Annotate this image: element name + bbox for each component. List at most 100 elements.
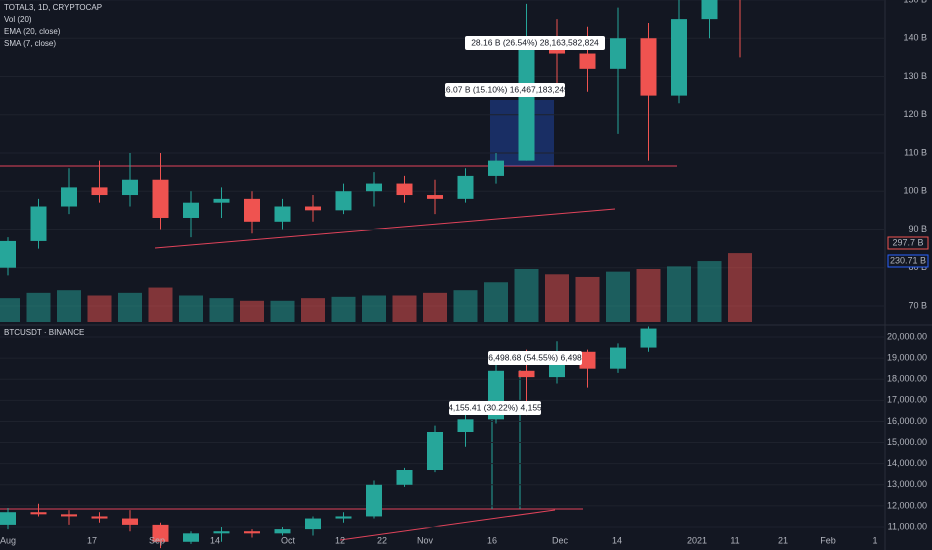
x-tick-label: 14 [612,535,622,545]
candle-body [91,187,108,196]
volume-bar [270,300,295,322]
annotation: 16.07 B (15.10%) 16,467,183,249 [441,84,569,94]
volume-bar [545,274,569,322]
candle-body [274,529,291,534]
y-tick-label: 18,000.00 [887,374,927,384]
volume-bar [362,295,386,322]
candle-body [396,183,413,196]
candle-body [0,512,16,525]
candle-body [610,38,626,69]
y-tick-label: 16,000.00 [887,416,927,426]
candle-body [91,516,108,519]
candle-body [366,183,382,192]
y-tick-label: 20,000.00 [887,331,927,341]
candle-body [457,175,474,199]
candle-body [274,206,291,222]
volume-bar [484,282,508,322]
candle-body [366,484,382,517]
x-tick-label: 12 [335,535,345,545]
candle-body [61,187,77,207]
y-tick-label: 150 B [903,0,927,4]
volume-bar [209,298,234,322]
y-tick-label: 90 B [908,224,927,234]
annotation: 4,155.41 (30.22%) 4,155 [448,402,542,412]
volume-bar [575,276,600,322]
volume-label-box [887,236,929,250]
annotation: 28.16 B (26.54%) 28,163,582,824 [471,37,599,47]
indicator: Vol (20) [4,15,32,24]
x-tick-label: 16 [487,535,497,545]
annotation: 6,498.68 (54.55%) 6,498 [488,352,582,362]
y-tick-label: 19,000.00 [887,352,927,362]
x-tick-label: Sep [149,535,165,545]
y-tick-label: 13,000.00 [887,479,927,489]
candle-body [0,240,16,268]
volume-bar [179,295,203,322]
volume-bar [148,287,173,322]
volume-bar [453,290,478,322]
volume-bar [392,295,417,322]
trend-line [154,208,616,249]
y-tick-label: 17,000.00 [887,395,927,405]
indicator: EMA (20, close) [4,27,61,36]
volume-bar [697,261,722,322]
volume-bar [331,296,356,322]
x-tick-label: Aug [0,535,16,545]
volume-bar [240,300,264,322]
candle-body [579,53,596,69]
candle-body [427,195,443,199]
candle-body [152,524,169,542]
candle-body [244,198,260,222]
y-tick-label: 70 B [908,300,927,310]
candle-body [305,518,321,530]
candle-body [640,328,657,348]
y-tick-label: 14,000.00 [887,458,927,468]
x-tick-label: 22 [377,535,387,545]
candle-body [213,198,230,203]
y-tick-label: 15,000.00 [887,437,927,447]
annotation-box [465,36,605,50]
y-tick-label: 130 B [903,71,927,81]
y-tick-label: 120 B [903,109,927,119]
x-tick-label: Dec [552,535,569,545]
candle-body [640,38,657,96]
x-tick-label: 2021 [687,535,707,545]
x-tick-label: 11 [730,535,739,545]
candle-body [427,432,443,470]
candle-body [305,206,321,211]
x-tick-label: 17 [87,535,97,545]
volume-bar [301,298,325,322]
volume-label-box [887,254,929,268]
candle-body [457,419,474,433]
volume-bar [0,298,20,322]
candle-body [30,206,47,241]
y-tick-label: 100 B [903,186,927,196]
y-tick-label: 11,000.00 [888,521,927,531]
candle-body [488,160,504,176]
y-tick-label: 140 B [903,33,927,43]
x-tick-label: Oct [281,535,296,545]
symbol: BTCUSDT · BINANCE [4,328,84,337]
candle-body [396,469,413,485]
volume-bar [423,292,447,322]
candle-body [213,531,230,534]
candle-body [335,191,352,211]
x-tick-label: 1 [872,535,877,545]
candle-body [30,512,47,515]
candle-body [518,45,535,161]
y-tick-label: 110 B [904,147,927,157]
candle-body [579,351,596,369]
candle-body [152,179,169,218]
candle-body [701,0,718,20]
volume-bar [667,266,691,322]
indicator: SMA (7, close) [4,39,56,48]
symbol: TOTAL3, 1D, CRYPTOCAP [4,3,102,12]
volume-bar [636,269,661,322]
annotation-box [445,83,565,97]
candle-body [518,370,535,378]
candle-body [244,531,260,534]
x-tick-label: Feb [820,535,836,545]
candle-body [122,179,138,196]
